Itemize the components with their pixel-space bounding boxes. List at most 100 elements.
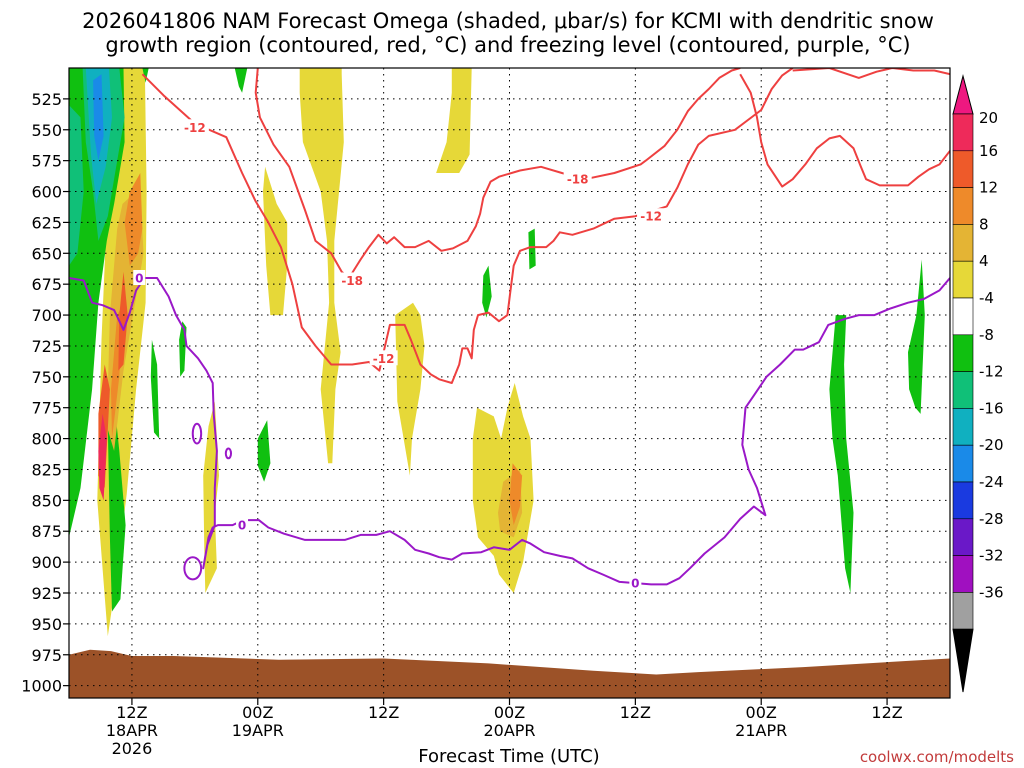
x-tick-label-18-0: 00Z xyxy=(242,703,273,722)
x-tick-label-54-0: 12Z xyxy=(620,703,651,722)
colorbar-label-12: -32 xyxy=(979,547,1004,565)
colorbar-label-8: -16 xyxy=(979,399,1004,417)
dgz-label-extra-0: -18 xyxy=(341,274,363,288)
colorbar-segment-5 xyxy=(952,297,974,336)
dgz-label-0-bg xyxy=(180,119,209,135)
colorbar-label-1: 16 xyxy=(979,142,998,160)
omega-region-neg4-12 xyxy=(482,265,492,318)
y-tick-label-800: 800 xyxy=(31,430,62,449)
y-tick-label-950: 950 xyxy=(31,615,62,634)
y-tick-label-575: 575 xyxy=(31,152,62,171)
x-tick-label-30-0: 12Z xyxy=(368,703,399,722)
x-tick-label-6-2: 2026 xyxy=(112,739,153,758)
freezing-label-0: 0 xyxy=(238,519,246,533)
y-tick-label-750: 750 xyxy=(31,368,62,387)
chart-title-line1: 2026041806 NAM Forecast Omega (shaded, μ… xyxy=(82,9,934,33)
x-tick-label-6-1: 18APR xyxy=(106,721,158,740)
dgz-label-extra-2-bg xyxy=(637,208,666,224)
omega-region-pos12-24 xyxy=(509,463,523,526)
colorbar-label-7: -12 xyxy=(979,363,1004,381)
colorbar-segment-4 xyxy=(952,260,974,299)
x-tick-label-42-1: 20APR xyxy=(483,721,535,740)
omega-region-neg4-11 xyxy=(257,420,271,482)
y-tick-label-875: 875 xyxy=(31,522,62,541)
colorbar-label-5: -4 xyxy=(979,289,994,307)
y-tick-label-650: 650 xyxy=(31,244,62,263)
colorbar-segment-11 xyxy=(952,518,974,556)
dgz-contour-2 xyxy=(792,68,950,79)
y-tick-label-725: 725 xyxy=(31,337,62,356)
dgz-contour-0 xyxy=(141,68,794,384)
y-tick-label-525: 525 xyxy=(31,90,62,109)
colorbar: 20 16 12 8 4 -4 -8 -12 -16 -20 -24 -28 -32 -36 xyxy=(952,74,1004,693)
colorbar-segment-9 xyxy=(952,444,974,483)
colorbar-label-6: -8 xyxy=(979,326,994,344)
colorbar-label-11: -28 xyxy=(979,510,1004,528)
freezing-level-loop-0 xyxy=(183,556,203,581)
colorbar-segment-10 xyxy=(952,481,974,520)
omega-region-neg4-15 xyxy=(908,259,925,414)
colorbar-label-10: -24 xyxy=(979,473,1004,491)
omega-region-pos4-1 xyxy=(263,166,288,316)
colorbar-segment-1 xyxy=(952,150,974,188)
chart-title-line2: growth region (contoured, red, °C) and f… xyxy=(105,33,910,57)
freezing-label-b-bg xyxy=(629,575,642,591)
y-tick-label-975: 975 xyxy=(31,646,62,665)
x-tick-label-66-0: 00Z xyxy=(746,703,777,722)
y-tick-label-550: 550 xyxy=(31,121,62,140)
dgz-label-extra-1-bg xyxy=(369,350,398,366)
x-tick-label-66-1: 21APR xyxy=(735,721,787,740)
freezing-level-contour-0 xyxy=(69,277,950,586)
colorbar-label-9: -20 xyxy=(979,436,1004,454)
omega-region-neg16-28 xyxy=(93,74,104,161)
y-tick-label-925: 925 xyxy=(31,584,62,603)
dgz-label-extra-0-bg xyxy=(338,272,367,288)
colorbar-label-0: 20 xyxy=(979,109,998,127)
omega-region-pos12-22 xyxy=(124,173,143,266)
plot-area xyxy=(69,68,950,698)
colorbar-segment-0 xyxy=(952,113,974,152)
colorbar-segment-6 xyxy=(952,334,974,372)
dgz-label-0: -12 xyxy=(184,121,206,135)
x-tick-label-42-0: 00Z xyxy=(494,703,525,722)
x-tick-label-78-0: 12Z xyxy=(871,703,902,722)
omega-region-pos20-29 xyxy=(98,413,107,501)
y-tick-label-775: 775 xyxy=(31,399,62,418)
y-tick-label-675: 675 xyxy=(31,275,62,294)
freezing-label-0-bg xyxy=(236,517,249,533)
dgz-contour-3 xyxy=(739,73,950,188)
dgz-contour-1 xyxy=(254,68,741,279)
omega-region-pos16-26 xyxy=(118,271,128,371)
omega-region-neg8-21 xyxy=(69,105,84,266)
colorbar-segment-7 xyxy=(952,371,974,409)
credit-text: coolwx.com/modelts xyxy=(860,748,1014,766)
omega-region-pos4-2 xyxy=(436,68,472,173)
omega-region-neg4-9 xyxy=(150,339,160,439)
y-tick-label-600: 600 xyxy=(31,183,62,202)
dgz-label-1: -18 xyxy=(567,173,589,187)
colorbar-bottom-arrow xyxy=(952,628,974,693)
omega-region-neg4-17 xyxy=(142,68,149,83)
omega-region-neg4-13 xyxy=(528,228,536,270)
freezing-level-loop-2 xyxy=(224,447,233,460)
colorbar-label-2: 12 xyxy=(979,179,998,197)
colorbar-segment-8 xyxy=(952,408,974,446)
y-axis: 525 550 575 600 625 650 675 700 725 750 775 800 825 8… xyxy=(21,90,69,696)
dgz-label-extra-1: -12 xyxy=(373,352,395,366)
colorbar-label-3: 8 xyxy=(979,215,989,233)
y-tick-label-825: 825 xyxy=(31,460,62,479)
x-tick-label-18-1: 19APR xyxy=(232,721,284,740)
omega-region-neg4-8 xyxy=(107,389,126,612)
freezing-label-c: 0 xyxy=(135,272,143,286)
colorbar-segment-2 xyxy=(952,187,974,225)
omega-region-neg4-14 xyxy=(829,315,854,593)
dgz-label-extra-2: -12 xyxy=(640,210,662,224)
colorbar-segment-12 xyxy=(952,555,974,593)
omega-region-neg4-16 xyxy=(234,68,248,93)
y-tick-label-1000: 1000 xyxy=(21,677,62,696)
y-tick-label-850: 850 xyxy=(31,491,62,510)
freezing-label-b: 0 xyxy=(631,577,639,591)
colorbar-segment-3 xyxy=(952,224,974,262)
